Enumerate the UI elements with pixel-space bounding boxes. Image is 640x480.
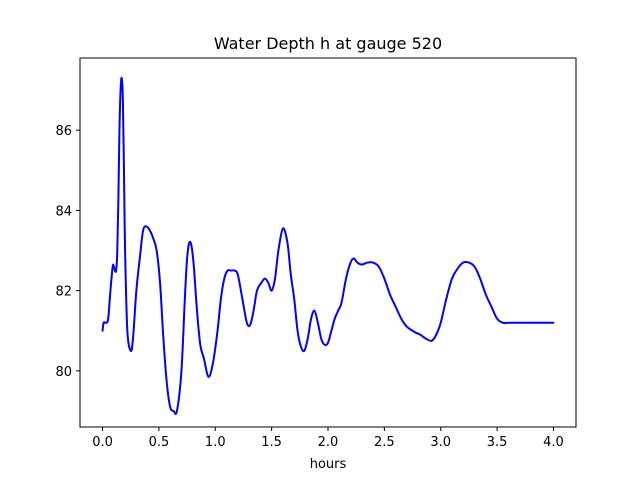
series-layer [101, 76, 555, 416]
x-tick-label: 3.0 [430, 435, 451, 450]
x-tick-label: 0.0 [92, 435, 113, 450]
x-tick-label: 1.0 [205, 435, 226, 450]
x-tick-label: 0.5 [149, 435, 170, 450]
x-tick-label: 2.0 [318, 435, 339, 450]
x-tick-label: 2.5 [374, 435, 395, 450]
y-tick-label: 86 [55, 124, 72, 139]
plot-frame [79, 57, 577, 428]
chart-title: Water Depth h at gauge 520 [214, 34, 442, 53]
x-tick-label: 4.0 [543, 435, 564, 450]
x-tick-label: 1.5 [261, 435, 282, 450]
y-tick-label: 84 [55, 204, 72, 219]
axis-ticks: 0.0 0.5 1.0 1.5 2.0 2.5 3.0 3.5 4.0 80 82 84 86 [55, 124, 563, 450]
x-tick-label: 3.5 [487, 435, 508, 450]
series-line [101, 76, 555, 416]
y-tick-label: 82 [55, 285, 72, 300]
y-tick-label: 80 [55, 365, 72, 380]
x-axis-label: hours [310, 457, 347, 472]
